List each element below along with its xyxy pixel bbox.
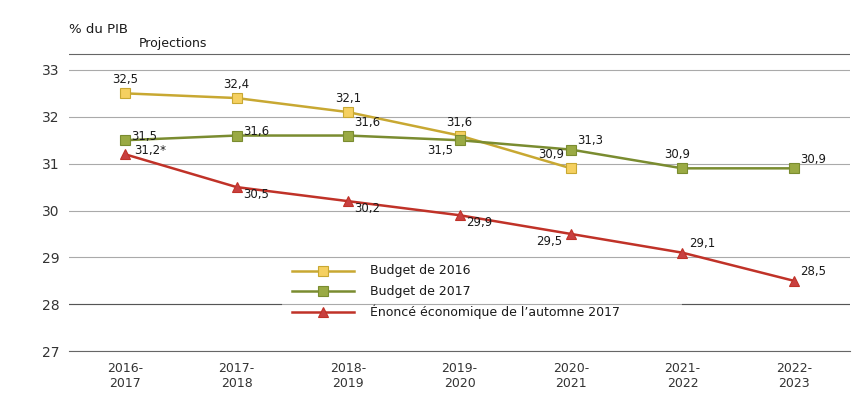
Text: Budget de 2017: Budget de 2017 bbox=[370, 285, 471, 298]
Text: 30,2: 30,2 bbox=[355, 202, 381, 215]
Text: 29,1: 29,1 bbox=[688, 237, 715, 250]
Text: Projections: Projections bbox=[139, 37, 207, 50]
Text: 31,6: 31,6 bbox=[447, 116, 473, 129]
Text: 30,9: 30,9 bbox=[800, 153, 826, 166]
Text: 30,9: 30,9 bbox=[538, 148, 564, 161]
Text: 30,9: 30,9 bbox=[664, 148, 690, 161]
Text: 31,5: 31,5 bbox=[132, 130, 158, 143]
Text: 32,4: 32,4 bbox=[224, 78, 250, 91]
Text: 31,6: 31,6 bbox=[355, 116, 381, 129]
Text: % du PIB: % du PIB bbox=[69, 23, 128, 36]
Text: 31,2*: 31,2* bbox=[134, 144, 166, 157]
Text: 31,5: 31,5 bbox=[427, 144, 453, 157]
Text: 31,6: 31,6 bbox=[243, 125, 269, 138]
Text: 29,9: 29,9 bbox=[466, 216, 492, 229]
Text: Budget de 2016: Budget de 2016 bbox=[370, 264, 471, 277]
Text: 29,5: 29,5 bbox=[536, 235, 562, 248]
Text: 32,1: 32,1 bbox=[335, 92, 361, 105]
Text: Énoncé économique de l’automne 2017: Énoncé économique de l’automne 2017 bbox=[370, 304, 620, 319]
Text: 32,5: 32,5 bbox=[112, 74, 138, 87]
Text: 28,5: 28,5 bbox=[800, 265, 826, 278]
Text: 31,3: 31,3 bbox=[577, 134, 603, 147]
Text: 30,5: 30,5 bbox=[243, 188, 269, 201]
